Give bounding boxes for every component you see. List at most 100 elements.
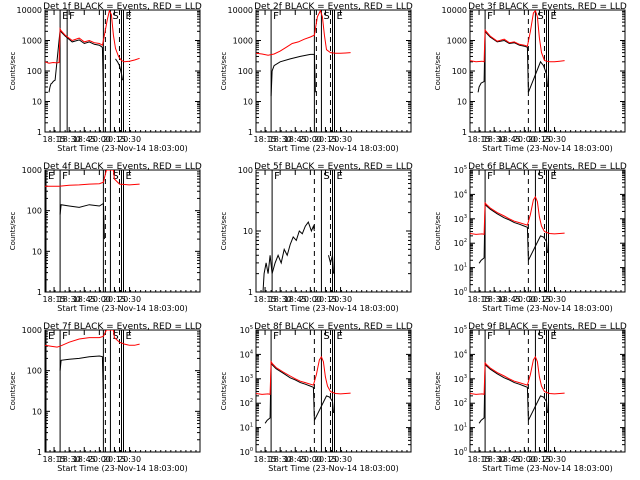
y-tick-label: 100 xyxy=(27,367,42,376)
x-tick-label: 20:30 xyxy=(329,295,352,304)
series-line-events xyxy=(48,28,104,93)
y-axis-label: Counts/sec xyxy=(220,212,228,251)
x-tick-label: 18:45 xyxy=(498,135,521,144)
y-tick-label: 100 xyxy=(27,207,42,216)
series-line-events xyxy=(262,221,315,292)
series-group xyxy=(256,355,351,424)
x-tick-label: 18:45 xyxy=(284,295,307,304)
x-tick-label: 20:30 xyxy=(118,135,141,144)
time-marker-label: F xyxy=(69,11,75,22)
time-marker-label: S xyxy=(112,331,118,342)
panel-5: Det 5f BLACK = Events, RED = LLD Counts/s… xyxy=(220,162,413,313)
y-tick-label: 10 xyxy=(243,98,253,107)
time-marker-label: E xyxy=(337,171,343,182)
panel-title: Det 1f BLACK = Events, RED = LLD xyxy=(43,2,202,12)
series-line-events xyxy=(328,255,334,274)
series-line-events xyxy=(270,53,316,97)
x-tick-label: 18:15 xyxy=(254,295,277,304)
panel-title: Det 3f BLACK = Events, RED = LLD xyxy=(468,2,627,12)
x-tick-label: 18:30 xyxy=(58,455,81,464)
y-tick-label: 104 xyxy=(454,189,467,199)
series-group xyxy=(470,355,565,424)
plot-frame xyxy=(255,169,412,293)
plot-frame xyxy=(44,329,201,453)
x-axis-label: Start Time (23-Nov-14 18:03:00) xyxy=(268,304,398,313)
x-tick-label: 20:30 xyxy=(118,455,141,464)
x-tick-label: 20:15 xyxy=(314,135,337,144)
y-tick-label: 100 xyxy=(454,447,467,457)
y-axis-label: Counts/sec xyxy=(9,212,17,251)
x-tick-label: 20:15 xyxy=(314,295,337,304)
y-tick-label: 105 xyxy=(240,325,253,335)
x-tick-label: 20:00 xyxy=(299,295,322,304)
series-group xyxy=(45,170,140,240)
series-group xyxy=(45,10,140,93)
series-line-lld xyxy=(470,195,565,236)
x-tick-label: 18:15 xyxy=(468,295,491,304)
y-tick-label: 103 xyxy=(240,374,253,384)
y-tick-label: 1 xyxy=(37,448,42,457)
plot-frame xyxy=(469,169,626,293)
x-axis-label: Start Time (23-Nov-14 18:03:00) xyxy=(268,464,398,473)
y-tick-label: 10 xyxy=(32,98,42,107)
x-tick-label: 18:30 xyxy=(483,455,506,464)
y-tick-label: 10000 xyxy=(17,6,42,15)
y-tick-label: 1 xyxy=(462,128,467,137)
panel-title: Det 2f BLACK = Events, RED = LLD xyxy=(254,2,413,12)
y-tick-label: 103 xyxy=(454,214,467,224)
x-tick-label: 20:30 xyxy=(543,135,566,144)
series-line-events xyxy=(59,202,105,240)
series-line-events xyxy=(478,362,548,424)
series-line-events xyxy=(477,29,548,93)
y-axis-label: Counts/sec xyxy=(434,372,442,411)
x-axis-label: Start Time (23-Nov-14 18:03:00) xyxy=(482,144,612,153)
series-line-lld xyxy=(470,10,565,63)
y-tick-label: 1000 xyxy=(22,37,42,46)
x-axis-label: Start Time (23-Nov-14 18:03:00) xyxy=(57,464,187,473)
time-marker-label: E xyxy=(126,171,132,182)
y-tick-label: 100 xyxy=(240,447,253,457)
y-tick-label: 1 xyxy=(37,288,42,297)
x-tick-label: 18:45 xyxy=(498,295,521,304)
series-line-lld xyxy=(470,355,565,396)
y-tick-label: 10000 xyxy=(442,6,467,15)
y-tick-label: 10000 xyxy=(228,6,253,15)
x-axis-label: Start Time (23-Nov-14 18:03:00) xyxy=(57,304,187,313)
time-marker-label: S xyxy=(112,11,118,22)
panel-title: Det 7f BLACK = Events, RED = LLD xyxy=(43,322,202,332)
panel-9: Det 9f BLACK = Events, RED = LLD Counts/s… xyxy=(434,322,627,473)
panel-6: Det 6f BLACK = Events, RED = LLD Counts/s… xyxy=(434,162,627,313)
x-tick-label: 18:30 xyxy=(58,295,81,304)
panel-7: Det 7f BLACK = Events, RED = LLD Counts/s… xyxy=(9,322,202,473)
y-tick-label: 105 xyxy=(454,325,467,335)
y-tick-label: 10 xyxy=(457,98,467,107)
x-tick-label: 20:00 xyxy=(513,455,536,464)
series-group xyxy=(45,330,140,400)
panel-4: Det 4f BLACK = Events, RED = LLD Counts/s… xyxy=(9,162,202,313)
time-marker-label: E xyxy=(337,11,343,22)
time-marker-label: F xyxy=(487,11,493,22)
y-tick-label: 102 xyxy=(240,398,253,408)
y-tick-label: 104 xyxy=(454,349,467,359)
x-tick-label: 18:30 xyxy=(269,455,292,464)
panel-title: Det 8f BLACK = Events, RED = LLD xyxy=(254,322,413,332)
y-axis-label: Counts/sec xyxy=(9,52,17,91)
x-tick-label: 18:45 xyxy=(73,455,96,464)
time-marker-label: S xyxy=(537,11,543,22)
x-tick-label: 20:15 xyxy=(528,295,551,304)
panel-3: Det 3f BLACK = Events, RED = LLD Counts/s… xyxy=(434,2,627,153)
y-tick-label: 100 xyxy=(452,67,467,76)
x-tick-label: 20:15 xyxy=(314,455,337,464)
x-tick-label: 18:15 xyxy=(254,455,277,464)
x-tick-label: 20:00 xyxy=(513,295,536,304)
y-tick-label: 105 xyxy=(454,165,467,175)
time-marker-label: F xyxy=(274,171,280,182)
series-line-lld xyxy=(256,355,351,396)
y-tick-label: 101 xyxy=(454,423,467,433)
x-tick-label: 20:30 xyxy=(329,135,352,144)
series-line-lld xyxy=(256,10,351,56)
series-group xyxy=(470,10,565,93)
time-marker-label: S xyxy=(537,171,543,182)
panel-1: Det 1f BLACK = Events, RED = LLD Counts/s… xyxy=(9,2,202,153)
y-tick-label: 102 xyxy=(454,398,467,408)
